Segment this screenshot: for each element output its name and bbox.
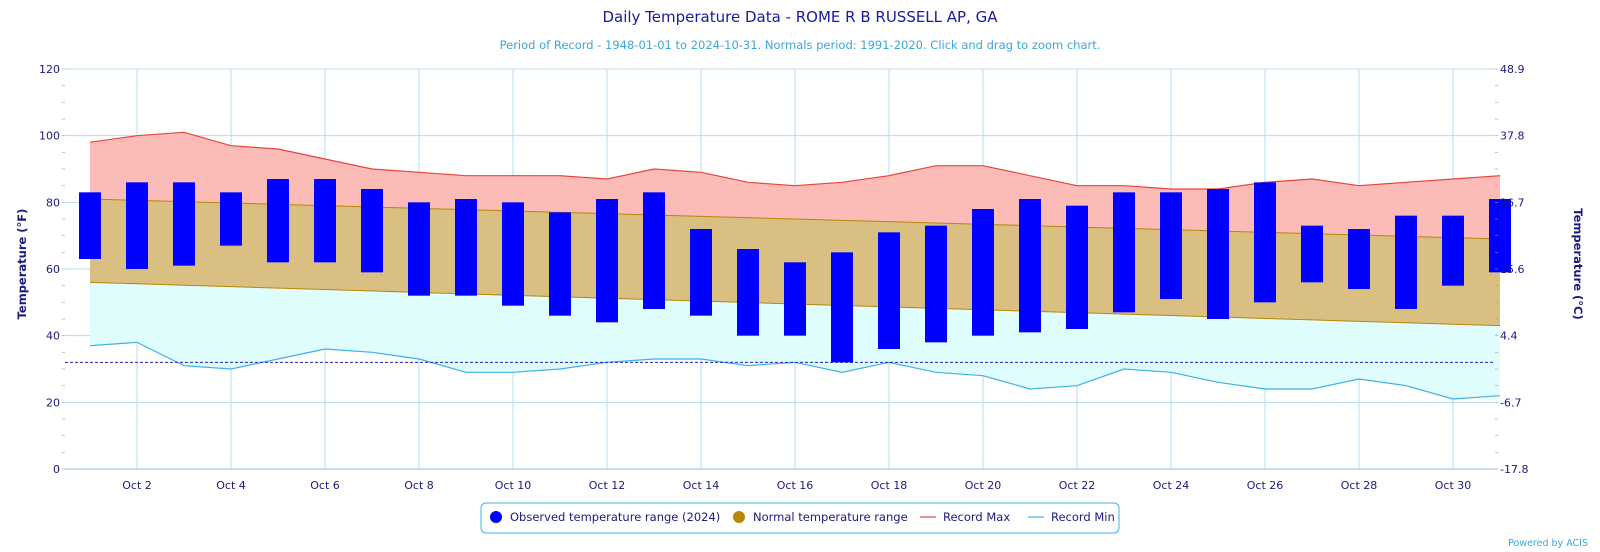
y-tick-label-right: 15.6 <box>1500 263 1525 276</box>
observed-bar[interactable] <box>173 182 195 266</box>
observed-bar[interactable] <box>502 202 524 306</box>
observed-bars <box>79 179 1511 363</box>
observed-bar[interactable] <box>878 232 900 349</box>
observed-bar[interactable] <box>1160 192 1182 299</box>
y-tick-label-right: 37.8 <box>1500 130 1525 143</box>
legend-normal-label: Normal temperature range <box>753 510 908 524</box>
observed-bar[interactable] <box>126 182 148 269</box>
observed-bar[interactable] <box>1442 215 1464 286</box>
x-tick-label: Oct 14 <box>683 479 720 492</box>
observed-bar[interactable] <box>1113 192 1135 313</box>
observed-bar[interactable] <box>925 225 947 343</box>
y-tick-label-right: -17.8 <box>1500 463 1528 476</box>
observed-bar[interactable] <box>1395 215 1417 309</box>
x-tick-label: Oct 10 <box>495 479 532 492</box>
observed-bar[interactable] <box>79 192 101 259</box>
legend-box <box>480 502 1120 534</box>
observed-bar[interactable] <box>408 202 430 296</box>
x-tick-label: Oct 2 <box>122 479 152 492</box>
legend-item-observed[interactable]: Observed temperature range (2024) <box>490 510 720 524</box>
legend: Observed temperature range (2024) Normal… <box>480 502 1120 534</box>
observed-bar[interactable] <box>1019 199 1041 333</box>
y-tick-label-left: 100 <box>39 130 60 143</box>
observed-bar[interactable] <box>267 179 289 263</box>
normal-range-band <box>90 199 1500 326</box>
y-tick-label-left: 0 <box>53 463 60 476</box>
x-tick-label: Oct 24 <box>1153 479 1190 492</box>
observed-bar[interactable] <box>737 249 759 336</box>
x-tick-label: Oct 6 <box>310 479 340 492</box>
observed-bar[interactable] <box>1348 229 1370 289</box>
y-tick-label-right: 48.9 <box>1500 63 1525 76</box>
x-tick-label: Oct 18 <box>871 479 908 492</box>
observed-bar[interactable] <box>220 192 242 246</box>
observed-bar[interactable] <box>972 209 994 336</box>
x-tick-label: Oct 30 <box>1435 479 1472 492</box>
powered-by-credit[interactable]: Powered by ACIS <box>1508 538 1588 549</box>
y-axis-title-right: Temperature (°C) <box>1571 208 1585 319</box>
observed-bar[interactable] <box>1301 225 1323 283</box>
x-tick-label: Oct 22 <box>1059 479 1096 492</box>
legend-observed-symbol <box>490 511 502 523</box>
legend-record-min-label: Record Min <box>1051 510 1115 524</box>
y-tick-label-right: 26.7 <box>1500 196 1525 209</box>
legend-observed-label: Observed temperature range (2024) <box>510 510 720 524</box>
observed-bar[interactable] <box>643 192 665 309</box>
x-tick-label: Oct 12 <box>589 479 626 492</box>
y-tick-label-left: 80 <box>46 196 60 209</box>
record-min-band <box>90 282 1500 399</box>
y-tick-label-left: 40 <box>46 330 60 343</box>
x-tick-label: Oct 20 <box>965 479 1002 492</box>
legend-item-record-max[interactable]: Record Max <box>920 510 1010 524</box>
observed-bar[interactable] <box>784 262 806 336</box>
observed-bar[interactable] <box>1066 205 1088 329</box>
legend-item-normal[interactable]: Normal temperature range <box>733 510 908 524</box>
observed-bar[interactable] <box>1489 199 1511 273</box>
x-tick-label: Oct 26 <box>1247 479 1284 492</box>
x-tick-label: Oct 4 <box>216 479 246 492</box>
y-axis-title-left: Temperature (°F) <box>15 209 29 320</box>
observed-bar[interactable] <box>1254 182 1276 303</box>
legend-normal-symbol <box>733 511 745 523</box>
legend-record-max-label: Record Max <box>943 510 1010 524</box>
chart-title: Daily Temperature Data - ROME R B RUSSEL… <box>602 8 998 26</box>
record-max-band <box>90 132 1500 239</box>
y-tick-label-left: 120 <box>39 63 60 76</box>
axes: 0 -17.8 20 -6.7 40 4.4 60 15.6 80 26.7 100 37.8 120 4… <box>39 63 1528 492</box>
observed-bar[interactable] <box>314 179 336 263</box>
observed-bar[interactable] <box>361 189 383 273</box>
observed-bar[interactable] <box>455 199 477 296</box>
x-tick-label: Oct 8 <box>404 479 434 492</box>
x-tick-label: Oct 28 <box>1341 479 1378 492</box>
area-bands <box>65 131 1501 400</box>
observed-bar[interactable] <box>1207 189 1229 319</box>
y-tick-label-right: 4.4 <box>1500 330 1518 343</box>
observed-bar[interactable] <box>831 252 853 363</box>
y-tick-label-left: 20 <box>46 396 60 409</box>
observed-bar[interactable] <box>549 212 571 316</box>
observed-bar[interactable] <box>596 199 618 323</box>
y-tick-label-right: -6.7 <box>1500 396 1521 409</box>
observed-bar[interactable] <box>690 229 712 316</box>
y-tick-label-left: 60 <box>46 263 60 276</box>
x-tick-label: Oct 16 <box>777 479 814 492</box>
chart-subtitle: Period of Record - 1948-01-01 to 2024-10… <box>500 38 1101 52</box>
legend-item-record-min[interactable]: Record Min <box>1028 510 1115 524</box>
